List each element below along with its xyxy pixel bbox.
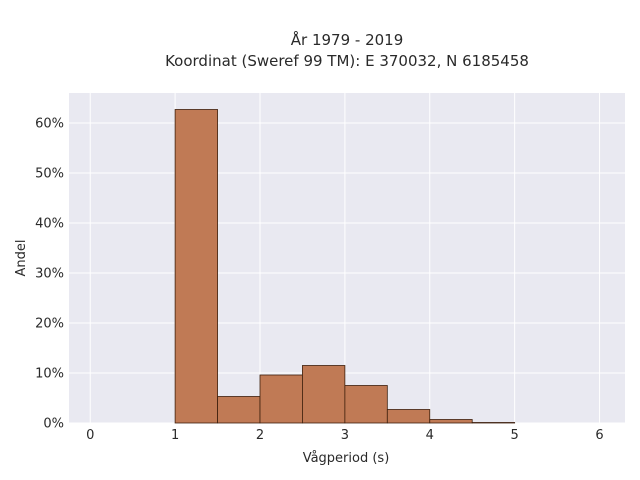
y-tick-label: 20% xyxy=(35,317,64,332)
x-tick-label: 0 xyxy=(86,428,94,443)
x-tick-label: 3 xyxy=(341,428,349,443)
histogram-bar-0 xyxy=(174,109,218,424)
y-tick-label: 10% xyxy=(35,367,64,382)
histogram-bar-1 xyxy=(217,396,261,424)
histogram-bar-2 xyxy=(259,374,303,424)
chart-title-line-1: År 1979 - 2019 xyxy=(291,30,404,49)
x-tick-label: 4 xyxy=(426,428,434,443)
y-tick-labels: 0% 10% 20% 30% 40% 50% 60% xyxy=(35,117,64,432)
grid-lines xyxy=(69,93,625,424)
x-tick-label: 6 xyxy=(595,428,603,443)
x-axis-label: Vågperiod (s) xyxy=(303,451,390,466)
histogram-bar-4 xyxy=(344,385,388,424)
y-tick-label: 60% xyxy=(35,117,64,132)
histogram-bar-6 xyxy=(429,419,473,424)
y-tick-label: 40% xyxy=(35,217,64,232)
y-tick-label: 50% xyxy=(35,167,64,182)
histogram-bar-5 xyxy=(386,409,431,424)
x-tick-labels: 0 1 2 3 4 5 6 xyxy=(86,428,604,443)
x-tick-label: 1 xyxy=(171,428,179,443)
y-tick-label: 30% xyxy=(35,267,64,282)
histogram-bars xyxy=(174,109,516,424)
plot-area xyxy=(69,93,625,423)
y-tick-label: 0% xyxy=(43,417,64,432)
histogram-bar-7 xyxy=(471,422,516,424)
chart-title-line-2: Koordinat (Sweref 99 TM): E 370032, N 61… xyxy=(165,52,529,70)
x-tick-label: 5 xyxy=(511,428,519,443)
histogram-bar-3 xyxy=(302,365,346,424)
y-axis-label: Andel xyxy=(14,240,29,277)
x-tick-label: 2 xyxy=(256,428,264,443)
